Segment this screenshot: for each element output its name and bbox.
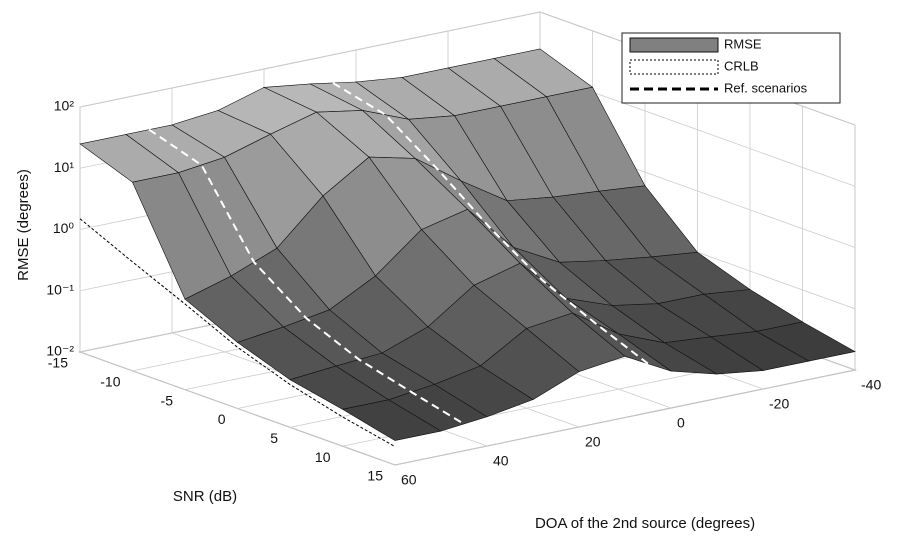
grid-line: [394, 369, 856, 466]
y-tick-label: 60: [401, 472, 417, 488]
z-tick-label: 10⁻¹: [46, 281, 74, 297]
legend-label: CRLB: [724, 58, 759, 73]
x-tick-label: 15: [367, 468, 383, 484]
z-tick-label: 10⁻²: [46, 343, 74, 359]
legend-swatch: [629, 37, 719, 53]
y-tick-label: 0: [677, 415, 685, 431]
y-tick-label: 20: [585, 434, 601, 450]
z-tick-label: 10¹: [54, 159, 75, 175]
grid-line: [79, 11, 541, 108]
legend-label: Ref. scenarios: [724, 80, 808, 95]
y-tick-label: -40: [861, 377, 881, 393]
legend: RMSE CRLB Ref. scenarios: [621, 32, 841, 104]
z-tick-label: 10⁰: [53, 220, 75, 236]
ref-line: [332, 82, 649, 365]
x-tick-label: 0: [218, 411, 226, 427]
ref-line: [148, 128, 465, 425]
x-tick-label: 10: [315, 449, 331, 465]
y-axis-label: DOA of the 2nd source (degrees): [535, 515, 755, 532]
legend-swatch: [629, 59, 719, 75]
z-tick-label: 10²: [54, 98, 75, 114]
y-tick-label: 40: [493, 453, 509, 469]
legend-label: RMSE: [724, 36, 762, 51]
surface-patch: [341, 399, 442, 441]
x-tick-label: -15: [48, 355, 68, 371]
x-tick-label: 5: [270, 430, 278, 446]
grid-line: [79, 351, 396, 466]
x-tick-label: -10: [100, 374, 120, 390]
surface: [79, 48, 856, 441]
x-axis-label: SNR (dB): [173, 488, 237, 505]
x-tick-label: -5: [161, 392, 174, 408]
y-tick-label: -20: [769, 396, 789, 412]
crlb-line: [79, 218, 396, 448]
z-axis-label: RMSE (degrees): [15, 169, 32, 281]
